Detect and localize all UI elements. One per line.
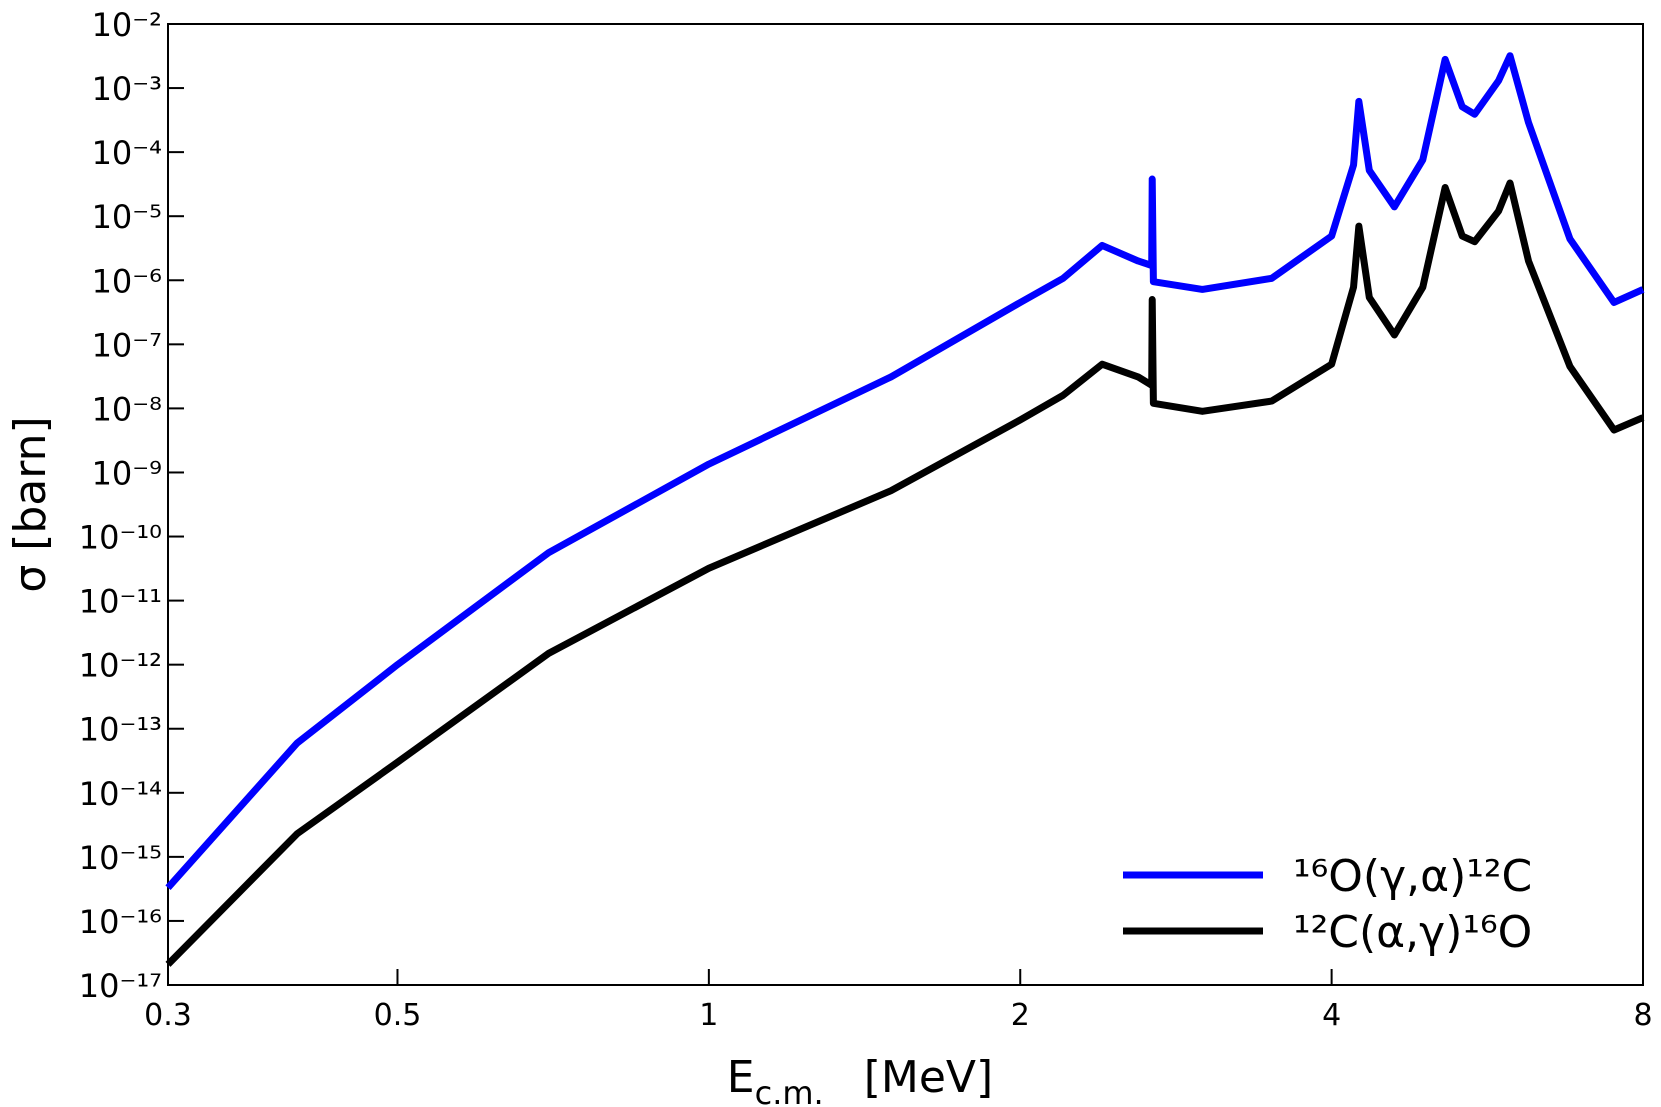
y-tick-label: 10⁻⁴ <box>92 134 162 172</box>
y-tick-label: 10⁻¹⁵ <box>79 839 162 877</box>
y-tick-label: 10⁻⁹ <box>92 454 162 492</box>
legend-label: ¹⁶O(γ,α)¹²C <box>1293 851 1532 902</box>
y-axis-label: σ [barn] <box>5 416 56 592</box>
series-line <box>165 179 1645 967</box>
y-tick-label: 10⁻² <box>92 6 162 44</box>
x-tick-label: 4 <box>1322 998 1341 1033</box>
y-tick-label: 10⁻¹¹ <box>79 583 162 621</box>
x-label-subscript: c.m. <box>755 1074 824 1107</box>
y-tick-label: 10⁻¹⁶ <box>79 903 162 941</box>
x-label-symbol: E <box>727 1052 755 1103</box>
x-label-unit: [MeV] <box>864 1052 993 1103</box>
x-tick-label: 2 <box>1011 998 1030 1033</box>
y-tick-label: 10⁻¹³ <box>79 711 162 749</box>
plot-frame <box>167 23 1644 986</box>
y-tick-label: 10⁻⁸ <box>92 390 162 428</box>
y-tick-label: 10⁻¹⁷ <box>79 967 162 1005</box>
y-tick-label: 10⁻⁶ <box>92 262 162 300</box>
legend-label: ¹²C(α,γ)¹⁶O <box>1293 907 1532 958</box>
y-tick-label: 10⁻³ <box>92 70 162 108</box>
y-tick-label: 10⁻⁵ <box>92 198 162 236</box>
x-tick-label: 8 <box>1633 998 1652 1033</box>
x-tick-label: 0.5 <box>374 998 422 1033</box>
x-axis-label: Ec.m. [MeV] <box>727 1052 993 1107</box>
y-tick-label: 10⁻¹⁴ <box>79 775 162 813</box>
y-tick-label: 10⁻¹⁰ <box>79 519 162 557</box>
y-tick-label: 10⁻⁷ <box>92 326 162 364</box>
y-tick-label: 10⁻¹² <box>79 647 162 685</box>
x-tick-label: 1 <box>699 998 718 1033</box>
series-line <box>165 52 1645 891</box>
x-tick-label: 0.3 <box>144 998 192 1033</box>
